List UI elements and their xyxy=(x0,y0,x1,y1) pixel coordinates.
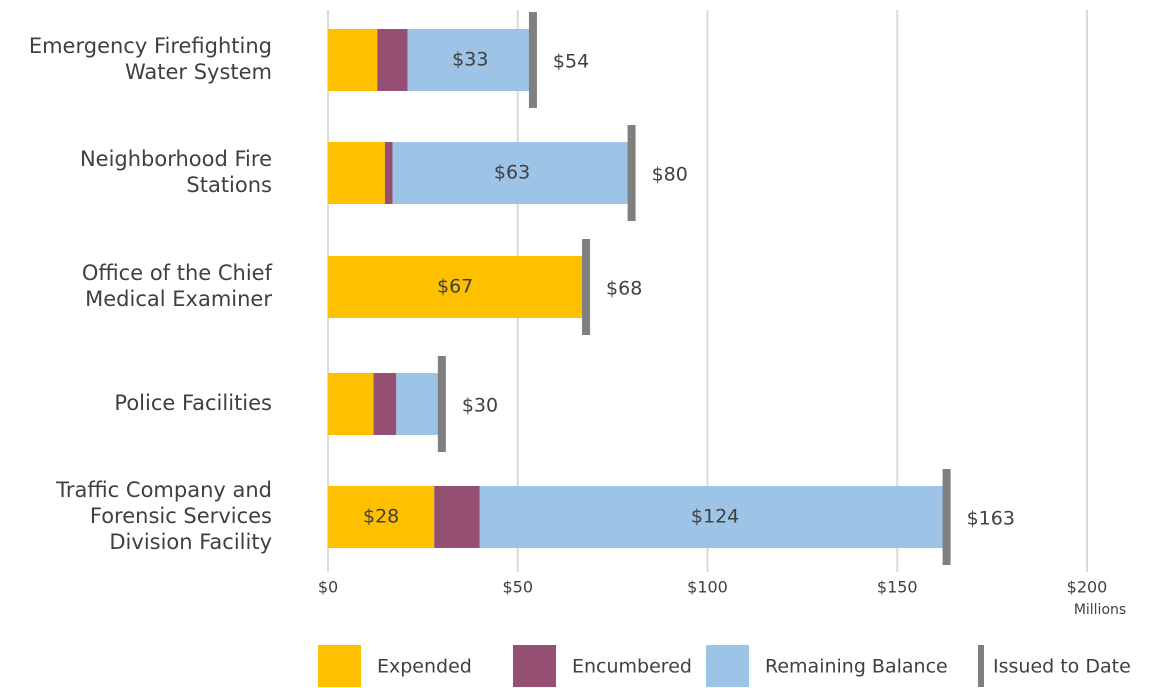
x-unit-label: Millions xyxy=(1074,602,1126,618)
bar-segment xyxy=(373,373,397,435)
x-tick-label: $0 xyxy=(318,578,338,597)
bar-segment xyxy=(396,373,439,435)
bar-segment xyxy=(434,486,480,548)
value-label: $63 xyxy=(494,162,530,184)
issued-marker xyxy=(627,125,636,221)
category-label: Emergency Firefighting xyxy=(29,34,272,58)
x-tick-label: $100 xyxy=(687,578,728,597)
bar-segment xyxy=(479,486,951,548)
x-tick-label: $50 xyxy=(502,578,533,597)
issued-label: $80 xyxy=(652,164,688,186)
category-label: Neighborhood Fire xyxy=(80,147,272,171)
category-label: Office of the Chief xyxy=(82,261,273,285)
legend-label: Issued to Date xyxy=(993,656,1131,678)
category-label: Division Facility xyxy=(109,530,272,554)
issued-label: $30 xyxy=(462,395,498,417)
issued-marker xyxy=(437,356,446,452)
category-label: Medical Examiner xyxy=(85,287,272,311)
value-label: $124 xyxy=(691,506,739,528)
legend-swatch xyxy=(318,645,361,687)
legend-label: Expended xyxy=(377,656,472,678)
bar-segment xyxy=(328,373,374,435)
category-label: Water System xyxy=(125,60,272,84)
bar-segment xyxy=(392,142,632,204)
issued-label: $68 xyxy=(606,278,642,300)
bar-segment xyxy=(328,486,435,548)
category-label: Stations xyxy=(186,173,272,197)
category-label: Police Facilities xyxy=(114,391,272,415)
legend-marker xyxy=(978,645,984,687)
bar-segment xyxy=(328,142,385,204)
legend-label: Remaining Balance xyxy=(765,656,948,678)
issued-marker xyxy=(582,239,591,335)
value-label: $28 xyxy=(363,506,399,528)
bar-segment xyxy=(377,29,408,91)
issued-label: $163 xyxy=(967,508,1015,530)
x-tick-label: $200 xyxy=(1067,578,1108,597)
legend-swatch xyxy=(706,645,749,687)
bar-segment xyxy=(407,29,533,91)
value-label: $67 xyxy=(437,276,473,298)
bar-segment xyxy=(328,256,583,318)
category-label: Traffic Company and xyxy=(55,478,272,502)
issued-label: $54 xyxy=(553,51,589,73)
issued-marker xyxy=(528,12,537,108)
bar-segment xyxy=(328,29,378,91)
legend-label: Encumbered xyxy=(572,656,692,678)
category-label: Forensic Services xyxy=(90,504,272,528)
issued-marker xyxy=(942,469,951,565)
x-tick-label: $150 xyxy=(877,578,918,597)
legend-swatch xyxy=(513,645,556,687)
bar-segment xyxy=(384,142,393,204)
value-label: $33 xyxy=(452,49,488,71)
